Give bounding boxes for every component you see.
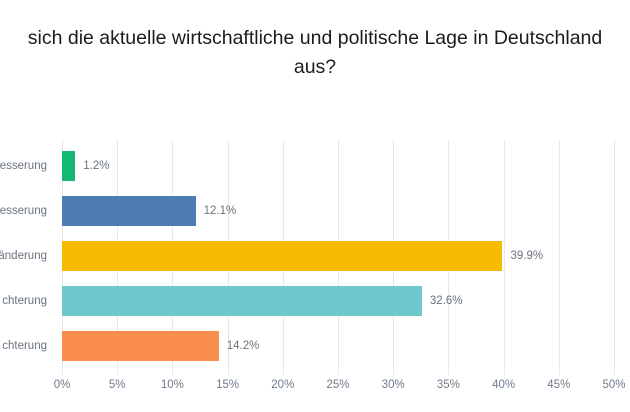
value-label: 32.6% bbox=[429, 295, 463, 307]
chart-title-line2: aus? bbox=[293, 56, 337, 78]
value-label: 12.1% bbox=[203, 205, 237, 217]
gridline bbox=[558, 140, 560, 375]
value-label: 1.2% bbox=[83, 160, 110, 172]
x-tick-label: 30% bbox=[381, 379, 405, 391]
bar bbox=[62, 196, 196, 226]
x-tick-label: 20% bbox=[271, 379, 295, 391]
category-label: änderung bbox=[0, 250, 47, 262]
chart-title: sich die aktuelle wirtschaftliche und po… bbox=[0, 24, 630, 82]
gridline bbox=[503, 140, 505, 375]
plot-area: 1.2% 12.1% 39.9% 32.6% 14.2% bbox=[62, 140, 615, 375]
chart-title-line1: sich die aktuelle wirtschaftliche und po… bbox=[27, 27, 603, 49]
x-tick-label: 25% bbox=[326, 379, 350, 391]
category-axis: esserung esserung änderung chterung chterung bbox=[0, 140, 47, 375]
x-tick-label: 40% bbox=[492, 379, 516, 391]
bar bbox=[62, 151, 76, 181]
gridline bbox=[614, 140, 615, 375]
category-label: chterung bbox=[2, 340, 47, 352]
value-label: 39.9% bbox=[510, 250, 544, 262]
x-tick-label: 0% bbox=[53, 379, 71, 391]
bar bbox=[62, 286, 422, 316]
x-tick-label: 5% bbox=[108, 379, 126, 391]
category-label: chterung bbox=[2, 295, 47, 307]
x-tick-label: 45% bbox=[547, 379, 571, 391]
x-tick-label: 35% bbox=[436, 379, 460, 391]
bar bbox=[62, 241, 503, 271]
category-label: esserung bbox=[0, 160, 47, 172]
x-tick-label: 50% bbox=[602, 379, 626, 391]
x-tick-label: 15% bbox=[216, 379, 240, 391]
value-label: 14.2% bbox=[226, 340, 260, 352]
category-label: esserung bbox=[0, 205, 47, 217]
x-tick-label: 10% bbox=[160, 379, 184, 391]
x-axis: 0% 5% 10% 15% 20% 25% 30% 35% 40% 45% 50% bbox=[54, 379, 626, 399]
bar bbox=[62, 331, 219, 361]
